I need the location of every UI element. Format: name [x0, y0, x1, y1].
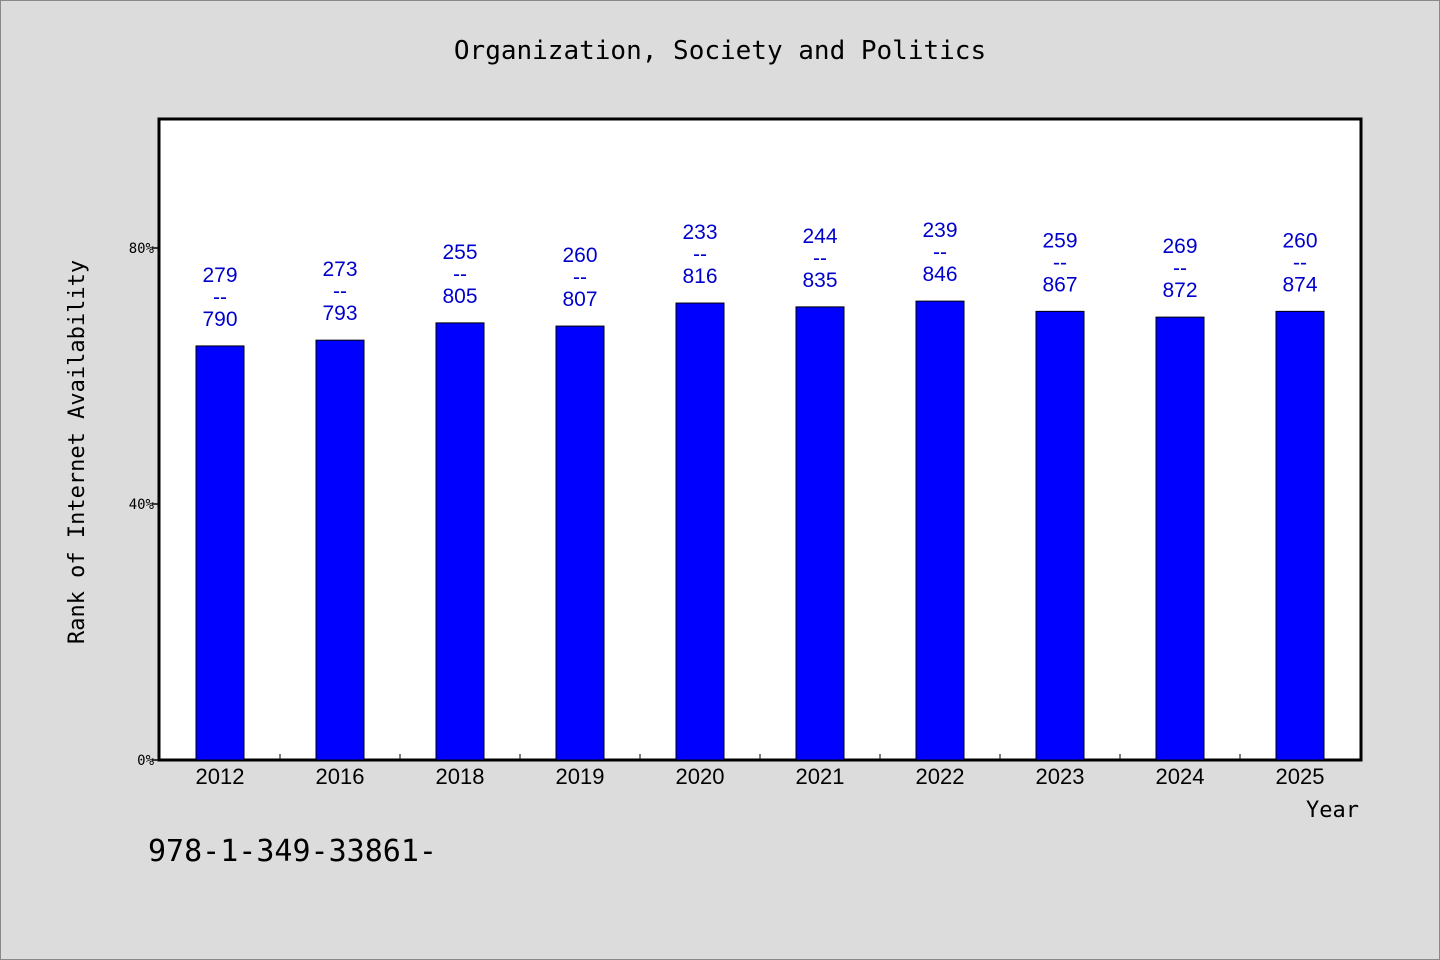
data-label-top: 260 — [562, 244, 597, 267]
data-label-top: 269 — [1162, 235, 1197, 258]
bar — [315, 339, 365, 761]
bar — [1155, 316, 1205, 761]
bar — [915, 300, 965, 761]
bar — [555, 325, 605, 761]
y-tick-label: 0% — [137, 753, 154, 769]
data-label-top: 255 — [442, 241, 477, 264]
bar — [1035, 310, 1085, 761]
data-label-top: 233 — [682, 221, 717, 244]
bar — [795, 306, 845, 761]
data-label-separator: -- — [573, 266, 587, 289]
y-tick-label: 40% — [129, 497, 155, 513]
data-label-top: 260 — [1282, 229, 1317, 252]
data-label-separator: -- — [213, 286, 227, 309]
data-label-bottom: 835 — [802, 269, 837, 292]
isbn-text: 978-1-349-33861- — [148, 834, 437, 869]
data-label-top: 273 — [322, 258, 357, 281]
data-label-separator: -- — [453, 263, 467, 286]
data-label-top: 239 — [922, 219, 957, 242]
x-tick-label: 2012 — [196, 764, 245, 789]
data-label-bottom: 805 — [442, 285, 477, 308]
data-label-bottom: 874 — [1282, 273, 1317, 296]
y-axis-label: Rank of Internet Availability — [65, 260, 90, 644]
x-tick-label: 2020 — [676, 764, 725, 789]
data-label-top: 279 — [202, 264, 237, 287]
data-label-top: 244 — [802, 225, 837, 248]
data-label-top: 259 — [1042, 229, 1077, 252]
y-tick-label: 80% — [129, 241, 155, 257]
x-tick-label: 2018 — [436, 764, 485, 789]
data-label-separator: -- — [693, 243, 707, 266]
data-label-bottom: 846 — [922, 263, 957, 286]
data-label-separator: -- — [813, 247, 827, 270]
chart-title: Organization, Society and Politics — [453, 36, 987, 66]
bar — [675, 302, 725, 761]
x-tick-label: 2023 — [1036, 764, 1085, 789]
data-label-bottom: 872 — [1162, 279, 1197, 302]
data-label-bottom: 816 — [682, 265, 717, 288]
data-label-bottom: 867 — [1042, 273, 1077, 296]
data-label-separator: -- — [1173, 257, 1187, 280]
bar — [1275, 310, 1325, 761]
data-label-bottom: 807 — [562, 288, 597, 311]
x-axis-label: Year — [1306, 798, 1359, 823]
data-label-separator: -- — [933, 241, 947, 264]
bar — [435, 322, 485, 761]
data-label-bottom: 793 — [322, 302, 357, 325]
data-label-bottom: 790 — [202, 308, 237, 331]
data-label-separator: -- — [1053, 251, 1067, 274]
data-label-separator: -- — [333, 280, 347, 303]
x-tick-label: 2021 — [796, 764, 845, 789]
x-tick-label: 2016 — [316, 764, 365, 789]
bar — [195, 345, 245, 761]
x-tick-label: 2019 — [556, 764, 605, 789]
data-label-separator: -- — [1293, 251, 1307, 274]
x-tick-label: 2022 — [916, 764, 965, 789]
x-tick-label: 2025 — [1276, 764, 1325, 789]
x-tick-label: 2024 — [1156, 764, 1205, 789]
